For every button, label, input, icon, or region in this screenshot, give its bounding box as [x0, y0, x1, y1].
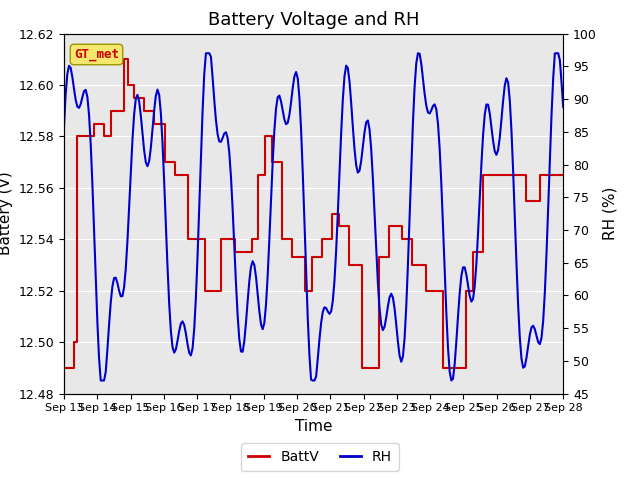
X-axis label: Time: Time [295, 419, 332, 434]
Y-axis label: Battery (V): Battery (V) [0, 172, 13, 255]
Y-axis label: RH (%): RH (%) [602, 187, 618, 240]
Legend: BattV, RH: BattV, RH [241, 443, 399, 471]
Text: GT_met: GT_met [74, 48, 119, 61]
Title: Battery Voltage and RH: Battery Voltage and RH [208, 11, 419, 29]
